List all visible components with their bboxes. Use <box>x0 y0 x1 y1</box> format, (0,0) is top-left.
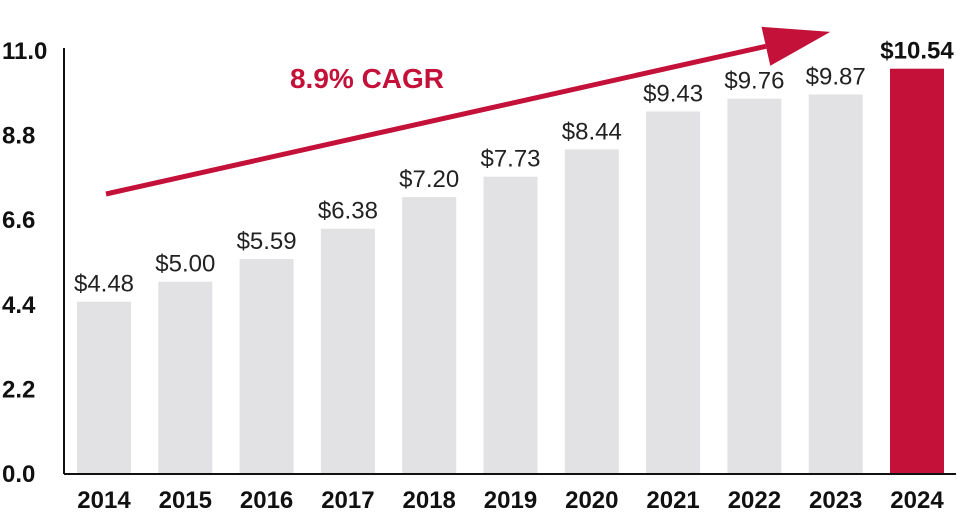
y-tick-label-8-8: 8.8 <box>2 123 35 150</box>
x-tick-label-2019: 2019 <box>484 487 537 514</box>
value-label-2019: $7.73 <box>480 146 540 173</box>
value-label-2017: $6.38 <box>318 198 378 225</box>
x-tick-label-2020: 2020 <box>565 487 618 514</box>
y-tick-label-11-0: 11.0 <box>2 38 47 65</box>
y-tick-label-2-2: 2.2 <box>2 376 35 403</box>
bar-2015 <box>158 281 213 474</box>
value-label-2016: $5.59 <box>237 228 297 255</box>
bar-2017 <box>320 228 375 474</box>
y-tick-label-0-0: 0.0 <box>2 461 35 488</box>
axes-layer: 2014 2015 2016 2017 2018 2019 2020 2021 2022 2023… <box>2 38 956 514</box>
value-label-2018: $7.20 <box>399 166 459 193</box>
bar-2022 <box>727 98 782 474</box>
y-tick-label-6-6: 6.6 <box>2 207 35 234</box>
value-label-2023: $9.87 <box>806 64 866 91</box>
x-tick-label-2021: 2021 <box>646 487 699 514</box>
x-tick-label-2022: 2022 <box>728 487 781 514</box>
x-tick-label-2023: 2023 <box>809 487 862 514</box>
cagr-annotation: 8.9% CAGR <box>105 26 831 197</box>
cagr-arrow-line <box>105 43 767 197</box>
bar-2020 <box>564 149 619 474</box>
value-label-2020: $8.44 <box>562 118 622 145</box>
bar-2016 <box>239 259 294 474</box>
bar-2014 <box>77 301 131 474</box>
value-labels-layer: $4.48 $5.00 $5.59 $6.38 $7.20 $7.73 $8.44 $9.43… <box>74 38 954 298</box>
bar-2024 <box>890 68 944 474</box>
bar-2019 <box>483 176 538 474</box>
value-label-2014: $4.48 <box>74 271 134 298</box>
value-label-2022: $9.76 <box>724 68 784 95</box>
value-label-2015: $5.00 <box>155 251 215 278</box>
value-label-2021: $9.43 <box>643 80 703 107</box>
x-tick-label-2024: 2024 <box>890 487 944 514</box>
bar-2021 <box>646 111 701 475</box>
bar-2018 <box>402 197 457 474</box>
x-tick-label-2017: 2017 <box>321 487 374 514</box>
bar-2023 <box>808 94 863 474</box>
bars-layer <box>77 68 944 475</box>
x-tick-label-2015: 2015 <box>159 487 212 514</box>
cagr-arrow-head <box>761 26 831 66</box>
x-tick-label-2018: 2018 <box>403 487 456 514</box>
cagr-label: 8.9% CAGR <box>290 63 444 94</box>
y-tick-label-4-4: 4.4 <box>2 292 36 319</box>
x-tick-label-2016: 2016 <box>240 487 293 514</box>
x-tick-label-2014: 2014 <box>77 487 131 514</box>
value-label-2024: $10.54 <box>880 38 954 65</box>
